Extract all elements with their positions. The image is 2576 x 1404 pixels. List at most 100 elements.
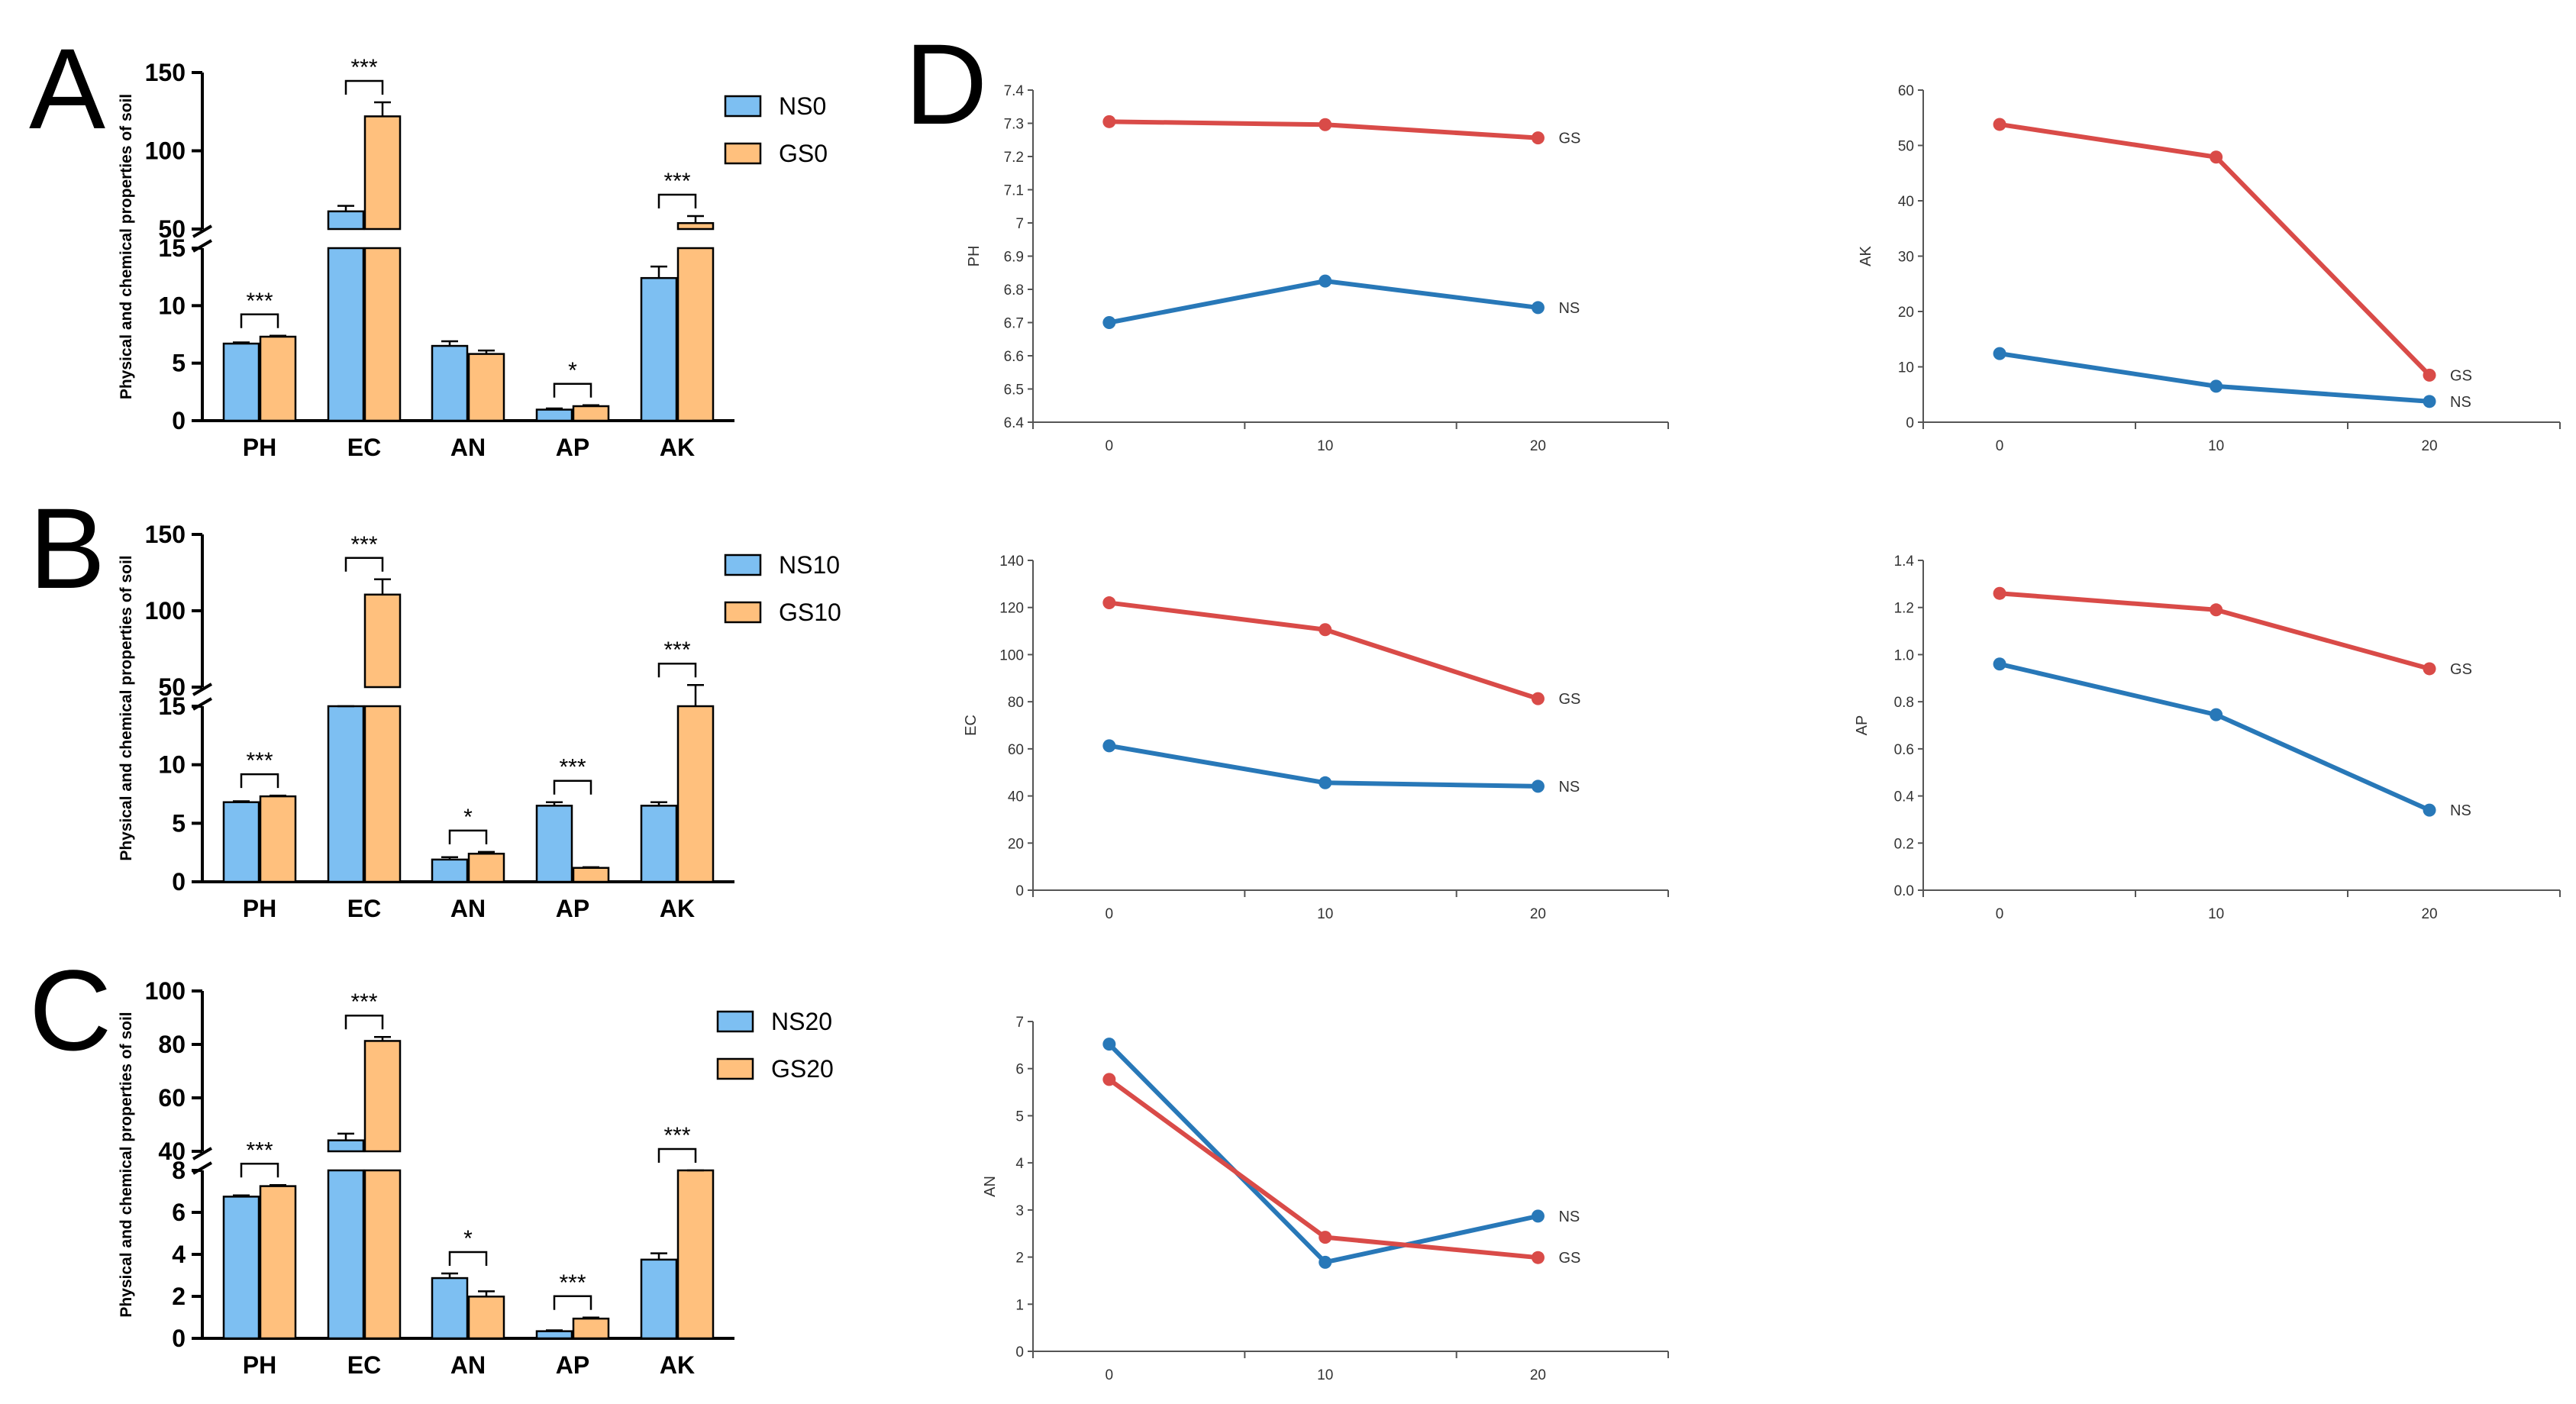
- x-tick-label: AP: [556, 1351, 589, 1379]
- data-point-gs: [1102, 1073, 1115, 1086]
- significance-label: ***: [246, 1138, 273, 1163]
- bar-ns0-ph: [224, 344, 259, 421]
- significance-label: ***: [663, 637, 690, 663]
- x-tick-label: 20: [1530, 906, 1546, 922]
- legend-swatch-gs20: [718, 1059, 753, 1079]
- data-point-ns: [1102, 739, 1115, 752]
- y-tick-label: 150: [145, 521, 186, 548]
- y-tick-label: 20: [1898, 305, 1914, 321]
- bar-ns10-ec: [328, 706, 363, 882]
- bar-ns10-ap: [537, 805, 572, 882]
- line-panel-an: AN012345670 10 20NSGS: [982, 1015, 1668, 1383]
- panel-letter-a: A: [29, 24, 105, 153]
- significance-bracket: [241, 1164, 278, 1177]
- bar-ns10-ph: [224, 802, 259, 882]
- y-tick-label: 140: [999, 554, 1024, 570]
- y-tick-label: 6: [1015, 1062, 1024, 1078]
- y-tick-label: 7.3: [1004, 117, 1024, 133]
- data-point-ns: [1319, 1256, 1332, 1269]
- bar-gs10-ec: [365, 595, 400, 687]
- bar-gs10-ph: [260, 796, 295, 882]
- y-tick-label: 5: [1015, 1109, 1024, 1125]
- data-point-ns: [1102, 316, 1115, 329]
- y-tick-label: 40: [1008, 789, 1024, 805]
- x-tick-label: 10: [2208, 438, 2224, 454]
- data-point-gs: [2423, 369, 2436, 382]
- panel-letter-d: D: [905, 20, 987, 148]
- x-tick-label: PH: [243, 1351, 276, 1379]
- data-point-gs: [2210, 603, 2223, 616]
- x-tick-label: 20: [1530, 1367, 1546, 1383]
- data-point-ns: [1532, 779, 1545, 792]
- significance-label: *: [568, 358, 577, 383]
- series-end-label-gs: GS: [1558, 691, 1580, 708]
- legend-swatch-ns10: [725, 555, 760, 575]
- y-tick-label: 100: [145, 137, 186, 165]
- y-tick-label: 4: [1015, 1156, 1024, 1172]
- bar-gs20-an: [469, 1296, 504, 1338]
- x-tick-label: 10: [1317, 1367, 1333, 1383]
- bar-ns0-an: [432, 346, 467, 421]
- data-point-ns: [2423, 804, 2436, 817]
- bar-gs20-ak: [678, 1170, 713, 1338]
- x-tick-label: 0: [1996, 438, 2004, 454]
- bar-ns0-ak: [641, 278, 676, 421]
- y-tick-label: 6.4: [1004, 415, 1025, 431]
- significance-label: ***: [246, 748, 273, 773]
- bar-ns10-ak: [641, 805, 676, 882]
- series-end-label-ns: NS: [2450, 394, 2471, 411]
- significance-bracket: [554, 781, 591, 795]
- significance-label: *: [463, 805, 473, 830]
- series-line-ns: [1109, 1044, 1538, 1263]
- x-tick-label: EC: [347, 1351, 381, 1379]
- significance-bracket: [450, 1252, 486, 1266]
- bar-ns20-ak: [641, 1260, 676, 1338]
- legend-label-gs0: GS0: [779, 140, 828, 167]
- series-end-label-gs: GS: [2450, 661, 2472, 678]
- data-point-ns: [1993, 657, 2006, 670]
- x-tick-label: AP: [556, 895, 589, 922]
- bar-gs0-ph: [260, 337, 295, 421]
- y-axis-label: EC: [963, 715, 980, 736]
- line-panel-ak: AK01020304050600 10 20GSNS: [1858, 83, 2560, 454]
- series-end-label-ns: NS: [1558, 300, 1580, 317]
- x-tick-label: PH: [243, 895, 276, 922]
- bar-gs20-ap: [573, 1318, 608, 1338]
- bar-gs20-ec: [365, 1041, 400, 1151]
- y-axis-label: Physical and chemical properties of soil: [118, 94, 135, 399]
- bar-gs0-ec-lower: [365, 248, 400, 421]
- data-point-gs: [1319, 623, 1332, 636]
- significance-label: ***: [350, 532, 377, 557]
- significance-bracket: [346, 81, 383, 95]
- y-tick-label: 6.8: [1004, 282, 1024, 299]
- data-point-ns: [1319, 776, 1332, 789]
- y-tick-label: 100: [145, 977, 186, 1005]
- legend-label-ns0: NS0: [779, 92, 826, 120]
- x-tick-label: AK: [660, 434, 695, 461]
- bar-ns20-ap: [537, 1331, 572, 1338]
- y-tick-label: 0: [1015, 1344, 1024, 1360]
- y-tick-label: 10: [158, 292, 186, 319]
- bar-gs10-ap: [573, 868, 608, 882]
- x-tick-label: AK: [660, 1351, 695, 1379]
- y-tick-label: 3: [1015, 1203, 1024, 1219]
- significance-bracket: [554, 384, 591, 398]
- series-end-label-ns: NS: [1558, 779, 1580, 796]
- bar-ns20-ph: [224, 1196, 259, 1338]
- x-tick-label: EC: [347, 434, 381, 461]
- legend-label-gs10: GS10: [779, 599, 841, 626]
- x-tick-label: AN: [450, 1351, 486, 1379]
- series-end-label-gs: GS: [1558, 131, 1580, 147]
- y-tick-label: 0.4: [1894, 789, 1915, 805]
- data-point-ns: [1102, 1038, 1115, 1051]
- y-tick-label: 60: [1898, 83, 1914, 99]
- significance-bracket: [241, 774, 278, 788]
- significance-bracket: [554, 1296, 591, 1310]
- y-tick-label: 100: [999, 647, 1024, 663]
- y-tick-label: 6.9: [1004, 250, 1024, 266]
- bar-gs10-an: [469, 854, 504, 882]
- bar-ns0-ap: [537, 410, 572, 421]
- x-tick-label: 10: [1317, 438, 1333, 454]
- y-tick-label: 0: [172, 1325, 186, 1352]
- x-tick-label: AK: [660, 895, 695, 922]
